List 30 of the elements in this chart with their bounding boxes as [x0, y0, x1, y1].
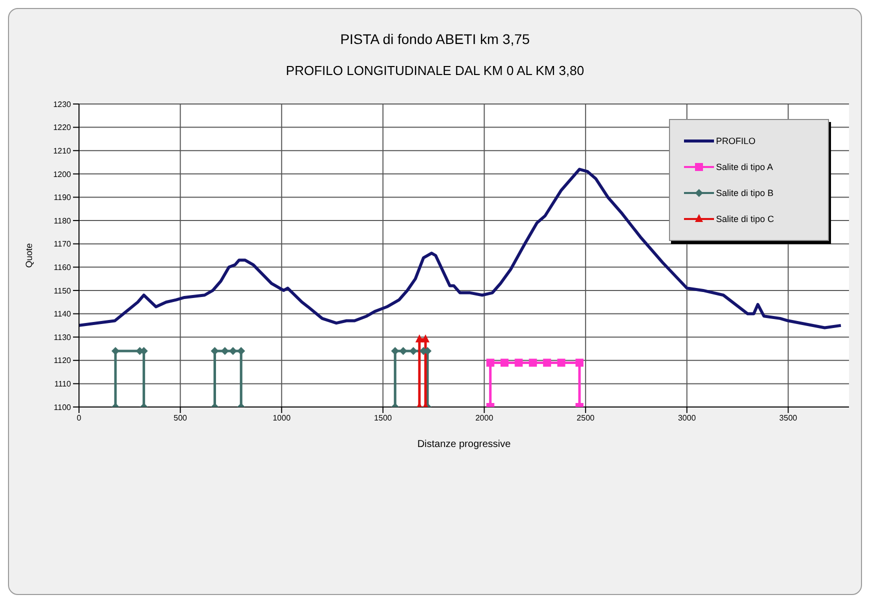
- y-tick-label: 1200: [53, 170, 72, 179]
- y-tick-label: 1180: [54, 216, 72, 226]
- chart-subtitle: PROFILO LONGITUDINALE DAL KM 0 AL KM 3,80: [284, 63, 586, 78]
- chart-title: PISTA di fondo ABETI km 3,75: [339, 31, 531, 47]
- y-tick-label: 1210: [53, 146, 72, 156]
- legend-label: PROFILO: [716, 136, 756, 146]
- x-tick-label: 500: [174, 414, 188, 423]
- x-tick-label: 0: [76, 414, 82, 423]
- y-tick-label: 1140: [54, 310, 72, 319]
- y-tick-label: 1100: [54, 402, 72, 412]
- y-tick-label: 1120: [54, 356, 72, 366]
- x-axis-title: Distanze progressive: [417, 439, 512, 450]
- y-tick-label: 1230: [53, 100, 72, 109]
- x-tick-label: 2500: [576, 414, 596, 423]
- x-tick-label: 1500: [374, 414, 392, 423]
- y-tick-label: 1190: [54, 193, 72, 202]
- y-tick-label: 1150: [54, 286, 72, 296]
- x-tick-label: 1000: [272, 414, 292, 423]
- y-tick-label: 1110: [54, 380, 72, 389]
- x-tick-label: 3000: [678, 414, 696, 423]
- y-axis-title: Quote: [24, 243, 34, 268]
- x-tick-label: 2000: [475, 414, 494, 423]
- y-tick-label: 1160: [54, 262, 72, 272]
- legend-label: Salite di tipo B: [716, 188, 774, 198]
- y-tick-label: 1220: [53, 123, 72, 132]
- legend-label: Salite di tipo A: [716, 162, 774, 172]
- y-tick-label: 1130: [54, 332, 72, 342]
- y-tick-label: 1170: [54, 240, 72, 249]
- legend-label: Salite di tipo C: [716, 214, 774, 224]
- x-tick-label: 3500: [779, 414, 798, 423]
